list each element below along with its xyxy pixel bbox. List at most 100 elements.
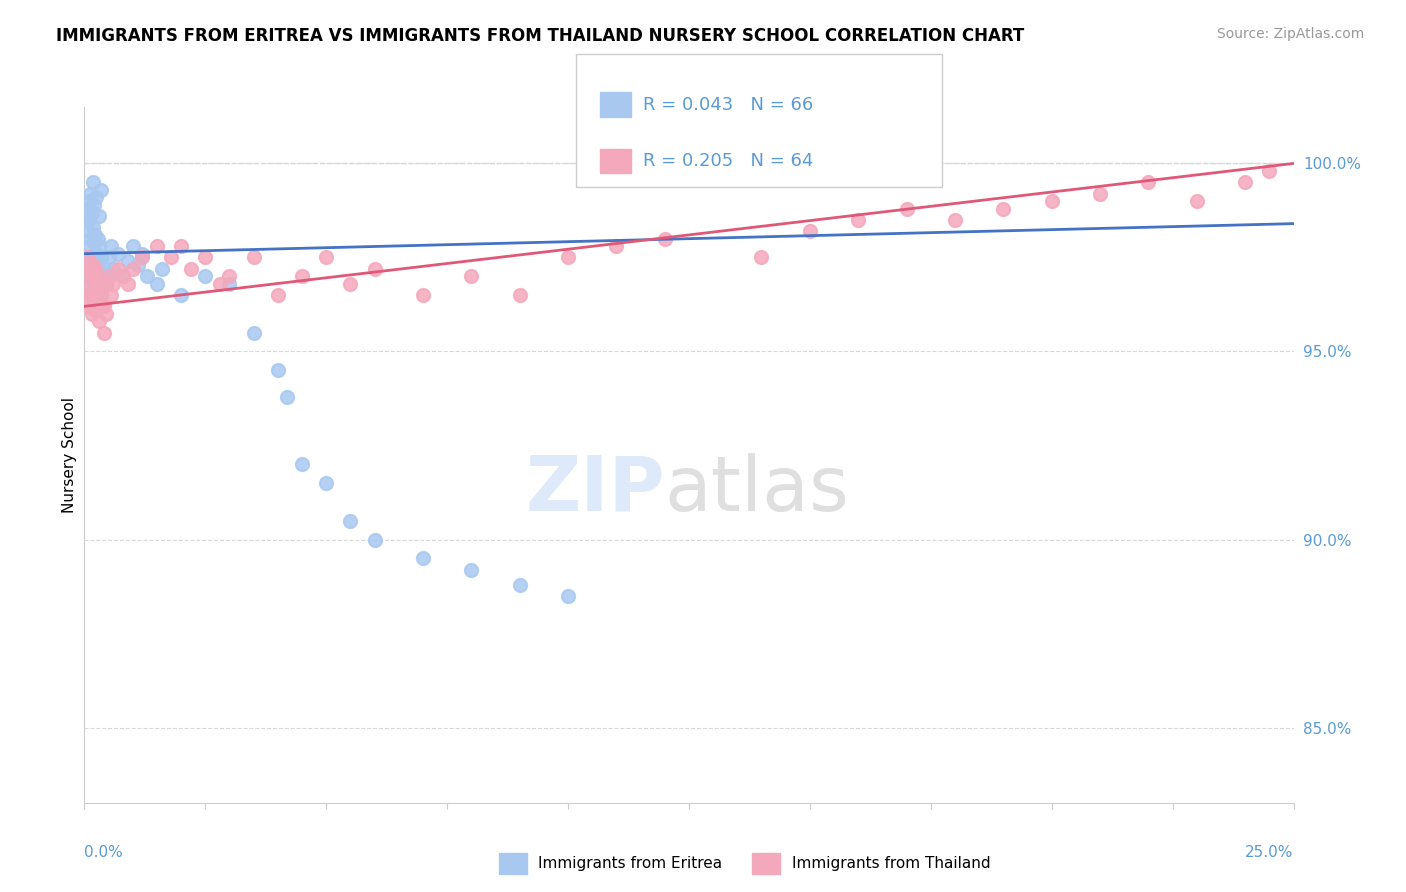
Point xyxy=(799,224,821,238)
Point xyxy=(412,288,434,302)
Point xyxy=(242,251,264,265)
Text: R = 0.043   N = 66: R = 0.043 N = 66 xyxy=(643,95,813,114)
Point xyxy=(160,251,183,265)
Point xyxy=(77,224,100,238)
Point xyxy=(84,261,107,276)
Point xyxy=(77,277,100,291)
Text: Source: ZipAtlas.com: Source: ZipAtlas.com xyxy=(1216,27,1364,41)
Text: Immigrants from Eritrea: Immigrants from Eritrea xyxy=(538,856,723,871)
Point xyxy=(170,239,193,253)
Point xyxy=(79,251,101,265)
Point xyxy=(1088,186,1111,201)
Point xyxy=(100,288,122,302)
Point xyxy=(87,277,110,291)
Point xyxy=(363,533,385,547)
Point xyxy=(90,288,112,302)
Point xyxy=(993,202,1015,216)
Point xyxy=(276,390,298,404)
Point xyxy=(218,277,240,291)
Point xyxy=(194,269,217,284)
Point xyxy=(79,288,101,302)
Point xyxy=(79,186,101,201)
Point xyxy=(315,476,337,491)
Point xyxy=(83,246,105,260)
Point xyxy=(131,251,153,265)
Point xyxy=(87,269,110,284)
Point xyxy=(90,183,112,197)
Point xyxy=(77,239,100,253)
Point xyxy=(77,194,100,208)
Y-axis label: Nursery School: Nursery School xyxy=(62,397,77,513)
Point xyxy=(509,288,531,302)
Point xyxy=(94,307,117,321)
Point xyxy=(1234,175,1257,189)
Point xyxy=(127,258,149,272)
Point xyxy=(84,227,107,242)
Point xyxy=(86,292,108,306)
Point xyxy=(77,277,100,291)
Point xyxy=(82,175,104,189)
Point xyxy=(87,209,110,223)
Point xyxy=(77,212,100,227)
Point xyxy=(412,551,434,566)
Point xyxy=(77,251,100,265)
Point xyxy=(117,277,139,291)
Point xyxy=(291,269,314,284)
Point xyxy=(93,261,115,276)
Point xyxy=(267,363,290,377)
Point xyxy=(94,277,117,291)
Point xyxy=(94,277,117,291)
Point xyxy=(86,246,108,260)
Point xyxy=(150,261,173,276)
Point xyxy=(242,326,264,340)
Point xyxy=(136,269,159,284)
Point xyxy=(83,285,105,299)
Point xyxy=(84,266,107,280)
Point xyxy=(80,288,103,302)
Point xyxy=(557,251,579,265)
Point xyxy=(117,254,139,268)
Point xyxy=(1185,194,1208,208)
Point xyxy=(112,269,135,284)
Text: Immigrants from Thailand: Immigrants from Thailand xyxy=(792,856,990,871)
Point xyxy=(93,326,115,340)
Point xyxy=(100,239,122,253)
Point xyxy=(83,235,105,250)
Point xyxy=(103,277,125,291)
Point xyxy=(751,251,773,265)
Point xyxy=(77,299,100,313)
Point xyxy=(77,261,100,276)
Point xyxy=(83,198,105,212)
Point xyxy=(80,205,103,219)
Point xyxy=(93,269,115,284)
Point xyxy=(76,212,98,227)
Point xyxy=(80,251,103,265)
Point xyxy=(180,261,202,276)
Text: R = 0.205   N = 64: R = 0.205 N = 64 xyxy=(643,152,813,170)
Point xyxy=(846,212,869,227)
Point xyxy=(90,251,112,265)
Point xyxy=(339,277,361,291)
Point xyxy=(82,220,104,235)
Point xyxy=(84,303,107,318)
Text: IMMIGRANTS FROM ERITREA VS IMMIGRANTS FROM THAILAND NURSERY SCHOOL CORRELATION C: IMMIGRANTS FROM ERITREA VS IMMIGRANTS FR… xyxy=(56,27,1025,45)
Point xyxy=(1258,164,1281,178)
Point xyxy=(87,261,110,276)
Point xyxy=(339,514,361,528)
Point xyxy=(82,258,104,272)
Point xyxy=(79,261,101,276)
Point xyxy=(103,261,125,276)
Point xyxy=(654,232,676,246)
Point xyxy=(363,261,385,276)
Point xyxy=(146,277,169,291)
Point xyxy=(76,261,98,276)
Point xyxy=(80,269,103,284)
Point xyxy=(90,288,112,302)
Point xyxy=(170,288,193,302)
Point xyxy=(79,232,101,246)
Text: 0.0%: 0.0% xyxy=(84,845,124,860)
Point xyxy=(77,269,100,284)
Point xyxy=(943,212,966,227)
Point xyxy=(87,239,110,253)
Point xyxy=(86,285,108,299)
